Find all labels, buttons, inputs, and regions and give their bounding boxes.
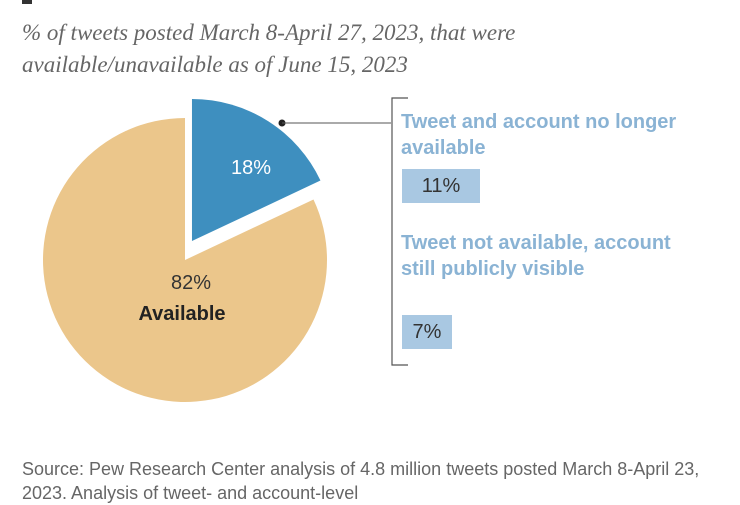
chart-subtitle: % of tweets posted March 8-April 27, 202… — [22, 20, 516, 77]
pie-slice-unavailable — [191, 99, 321, 242]
breakdown-label-account-gone: Tweet and account no longer available — [401, 111, 677, 159]
slice-unavailable-percent: 18% — [231, 157, 271, 179]
pie-slice-available — [43, 118, 328, 402]
slice-available-percent: 82% — [171, 272, 211, 294]
slice-available-label: Available — [138, 303, 225, 325]
source-note: Source: Pew Research Center analysis of … — [22, 459, 700, 503]
breakdown-label-account-visible: Tweet not available, account still publi… — [401, 232, 671, 280]
title-clipped-fragment — [22, 0, 32, 4]
breakdown-bracket — [391, 97, 408, 366]
breakdown-value-account-visible: 7% — [402, 315, 452, 349]
breakdown-value-account-gone: 11% — [402, 169, 480, 203]
